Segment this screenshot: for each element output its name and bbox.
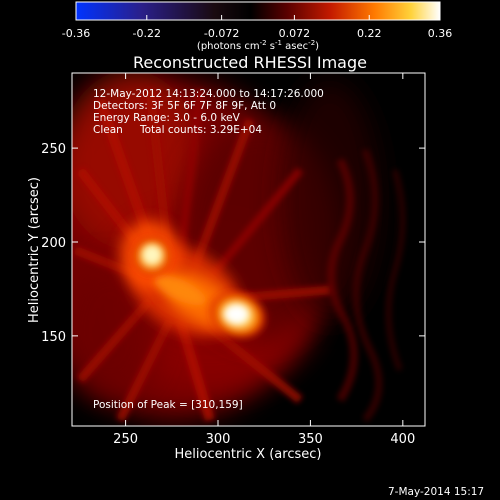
colorbar-tick-label: -0.36	[62, 27, 90, 40]
y-tick-label: 150	[41, 330, 66, 345]
y-tick-label: 250	[41, 142, 66, 157]
plot-frame	[71, 72, 426, 427]
x-axis-label: Heliocentric X (arcsec)	[175, 447, 322, 462]
x-tick-label: 350	[298, 432, 323, 447]
colorbar-tick-label: -0.22	[133, 27, 161, 40]
colorbar-tick-label: 0.36	[428, 27, 453, 40]
colorbar: -0.36 -0.22 -0.072 0.072 0.22 0.36 (photons c…	[62, 1, 452, 52]
colorbar-ticks: -0.36 -0.22 -0.072 0.072 0.22 0.36	[62, 15, 452, 40]
energy-range-text: Energy Range: 3.0 - 6.0 keV	[93, 112, 241, 124]
peak-position-text: Position of Peak = [310,159]	[93, 399, 243, 411]
rhessi-image	[72, 73, 425, 426]
plot-title: Reconstructed RHESSI Image	[133, 53, 367, 72]
colorbar-gradient	[75, 1, 441, 21]
y-axis-label: Heliocentric Y (arcsec)	[27, 177, 42, 323]
y-tick-label: 200	[41, 236, 66, 251]
algorithm-text: Clean	[93, 124, 123, 136]
colorbar-tick-label: 0.22	[357, 27, 382, 40]
x-tick-label: 300	[206, 432, 231, 447]
colorbar-tick-label: 0.072	[279, 27, 311, 40]
x-tick-label: 400	[390, 432, 415, 447]
axis-ticks: 250 300 350 400 150 200 250	[41, 73, 425, 447]
footer-timestamp: 7-May-2014 15:17	[388, 486, 484, 498]
image-annotations: 12-May-2012 14:13:24.000 to 14:17:26.000…	[93, 88, 324, 411]
colorbar-tick-label: -0.072	[204, 27, 239, 40]
colorbar-unit-label: (photons cm-2 s-1 asec-2)	[197, 39, 319, 52]
total-counts-text: Total counts: 3.29E+04	[139, 124, 262, 136]
detectors-text: Detectors: 3F 5F 6F 7F 8F 9F, Att 0	[93, 100, 276, 112]
time-range-text: 12-May-2012 14:13:24.000 to 14:17:26.000	[93, 88, 324, 100]
x-tick-label: 250	[113, 432, 138, 447]
